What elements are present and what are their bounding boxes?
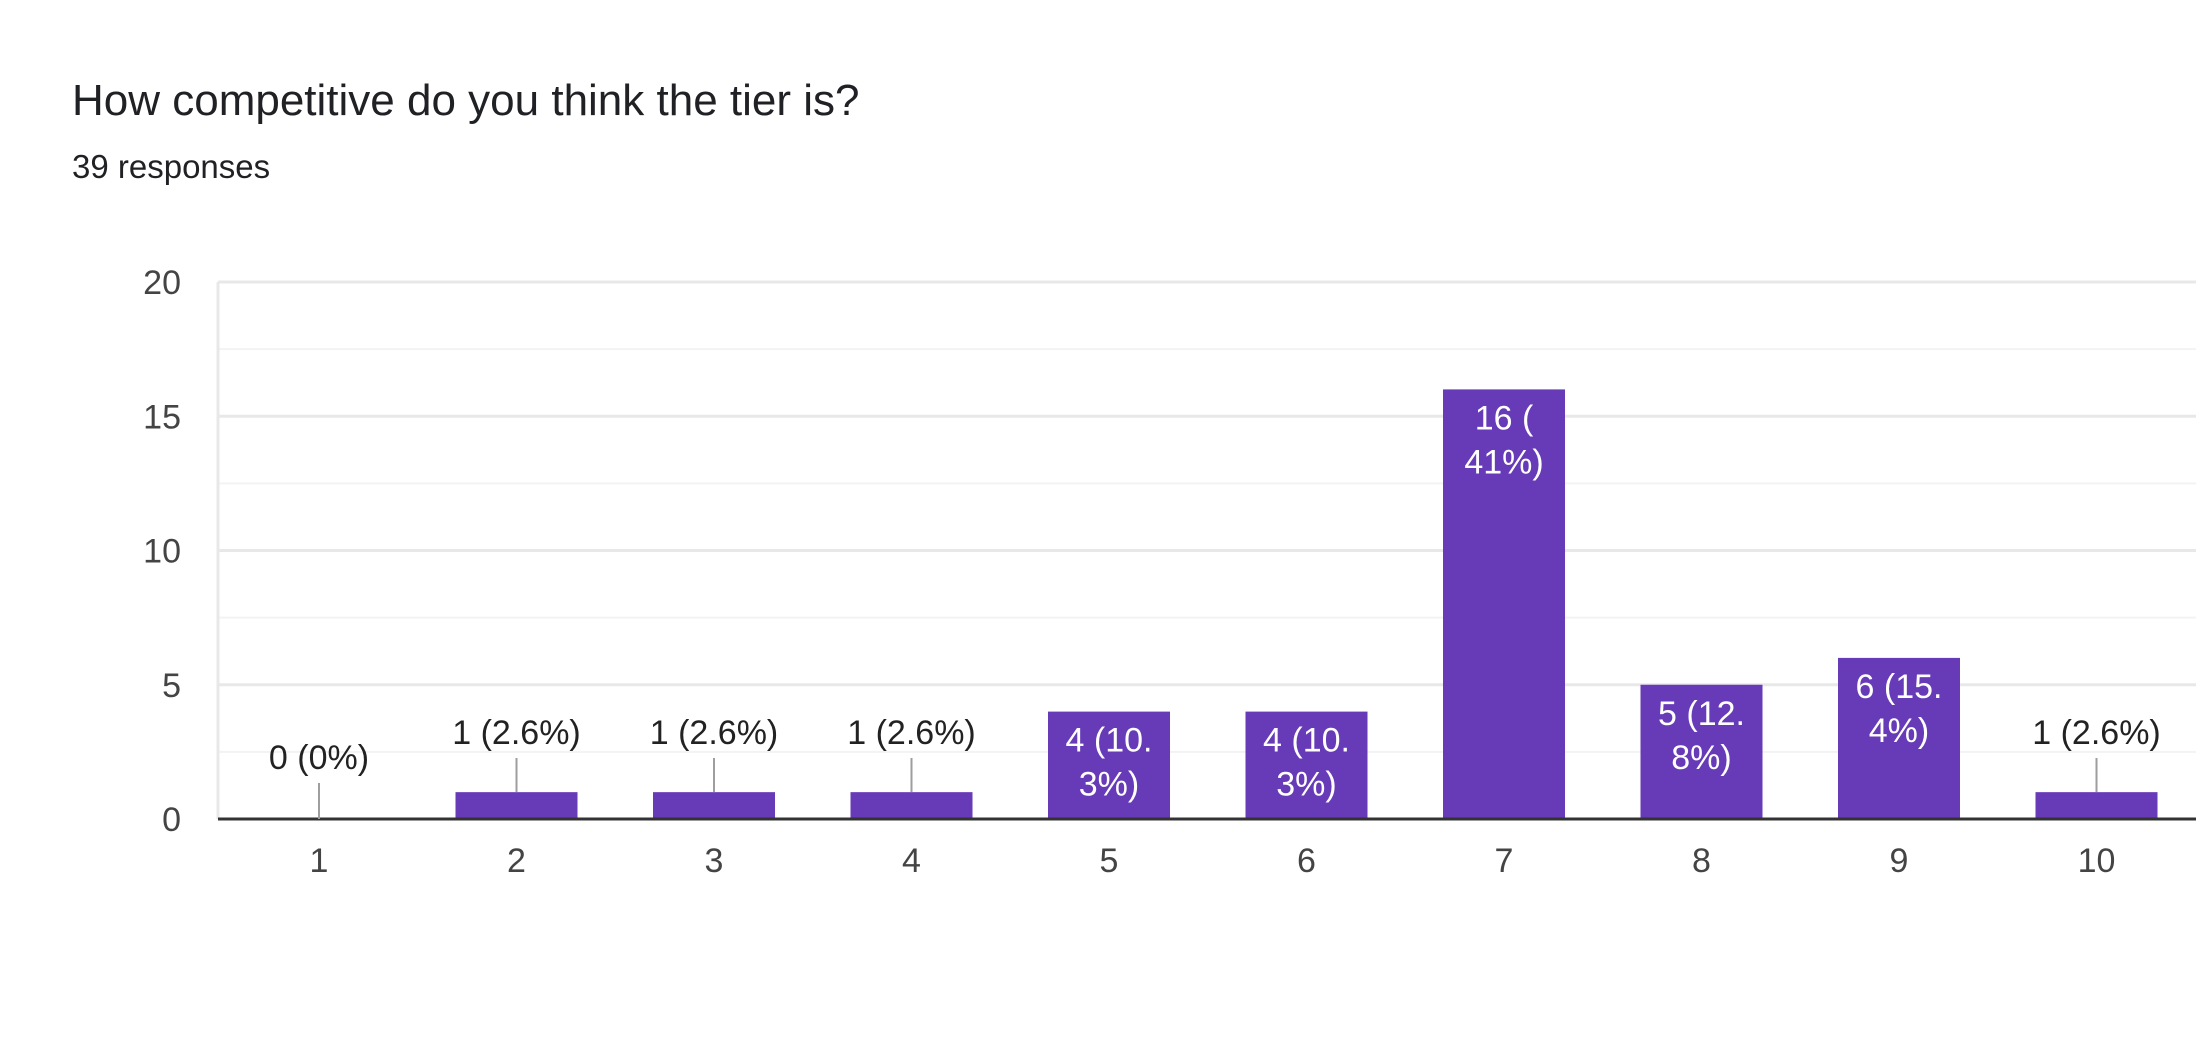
data-label: 8%) [1671, 739, 1731, 777]
data-label: 1 (2.6%) [650, 714, 779, 752]
bar [1640, 684, 1763, 819]
x-tick-label: 9 [1890, 842, 1909, 880]
data-label: 0 (0%) [269, 739, 369, 777]
data-label: 16 ( [1475, 399, 1534, 437]
data-label: 6 (15. [1856, 668, 1943, 706]
x-tick-label: 3 [705, 842, 724, 880]
bar [1245, 711, 1368, 819]
bar [2035, 792, 2158, 819]
x-tick-label: 8 [1692, 842, 1711, 880]
y-tick-label: 5 [162, 667, 181, 705]
x-tick-label: 1 [310, 842, 329, 880]
bar [1048, 711, 1170, 819]
data-label: 1 (2.6%) [2032, 714, 2161, 752]
bar [653, 792, 775, 819]
x-tick-label: 4 [902, 842, 921, 880]
data-label: 4%) [1869, 712, 1929, 750]
x-tick-label: 5 [1100, 842, 1119, 880]
x-tick-label: 2 [507, 842, 526, 880]
data-label: 41%) [1464, 443, 1543, 481]
y-tick-label: 10 [143, 533, 181, 571]
data-label: 5 (12. [1658, 695, 1745, 733]
bar [1838, 657, 1960, 819]
bar [1443, 389, 1565, 819]
x-tick-label: 6 [1297, 842, 1316, 880]
data-label: 4 (10. [1263, 722, 1350, 760]
data-label: 3%) [1276, 766, 1336, 804]
data-label: 4 (10. [1066, 722, 1153, 760]
x-tick-label: 10 [2078, 842, 2116, 880]
x-tick-label: 7 [1495, 842, 1514, 880]
data-label: 3%) [1079, 766, 1139, 804]
y-tick-label: 20 [143, 264, 181, 302]
y-tick-label: 0 [162, 801, 181, 839]
question-title: How competitive do you think the tier is… [72, 76, 860, 125]
y-tick-label: 15 [143, 398, 181, 436]
data-label: 1 (2.6%) [847, 714, 976, 752]
bar [850, 792, 973, 819]
bar [455, 792, 578, 819]
response-count: 39 responses [72, 148, 271, 185]
data-label: 1 (2.6%) [452, 714, 581, 752]
